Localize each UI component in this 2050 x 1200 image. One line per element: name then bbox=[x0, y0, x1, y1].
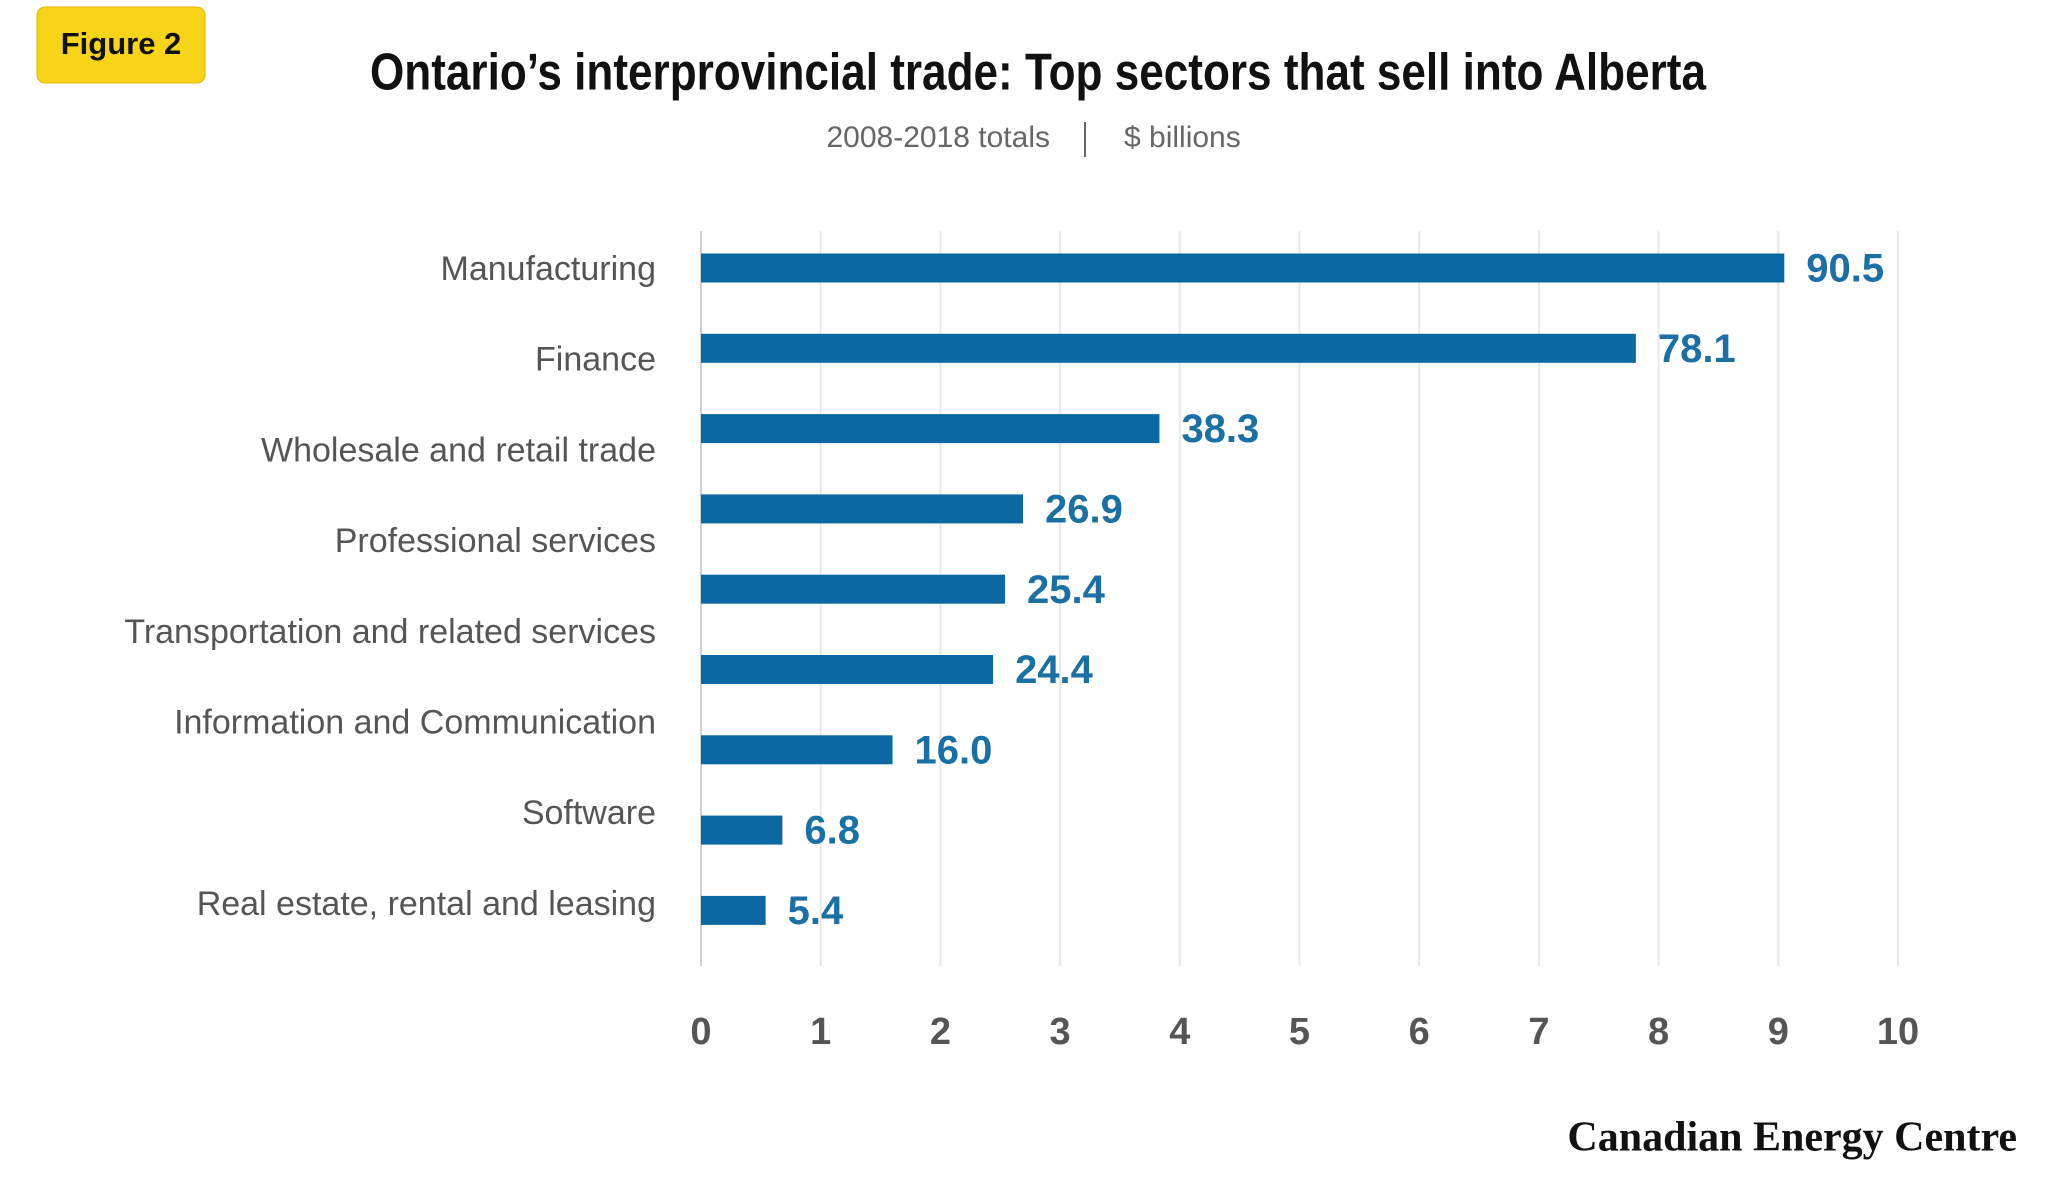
data-label: 90.5 bbox=[1806, 247, 1884, 291]
x-tick-label: 6 bbox=[1409, 1011, 1430, 1053]
bar bbox=[701, 655, 994, 684]
data-label: 38.3 bbox=[1181, 407, 1259, 451]
y-tick-label: Finance bbox=[535, 341, 656, 379]
badge-text: Figure 2 bbox=[61, 26, 182, 61]
data-label: 24.4 bbox=[1015, 648, 1094, 692]
bar bbox=[701, 735, 893, 765]
y-tick-label: Real estate, rental and leasing bbox=[197, 885, 656, 923]
chart-title: Ontario’s interprovincial trade: Top sec… bbox=[370, 44, 1707, 102]
data-label: 6.8 bbox=[804, 809, 860, 853]
x-tick-label: 1 bbox=[810, 1011, 831, 1053]
x-tick-label: 4 bbox=[1169, 1011, 1190, 1053]
bar bbox=[701, 895, 766, 925]
x-tick-label: 2 bbox=[930, 1011, 951, 1053]
x-tick-label: 7 bbox=[1528, 1011, 1549, 1053]
x-tick-label: 10 bbox=[1877, 1011, 1919, 1053]
x-tick-label: 0 bbox=[690, 1011, 711, 1053]
bar bbox=[701, 253, 1785, 283]
y-tick-label: Wholesale and retail trade bbox=[261, 431, 656, 469]
bar bbox=[701, 414, 1160, 444]
y-tick-label: Transportation and related services bbox=[124, 613, 656, 651]
badge bbox=[36, 6, 206, 84]
bar bbox=[701, 333, 1636, 363]
x-tick-label: 9 bbox=[1768, 1011, 1789, 1053]
bar bbox=[701, 574, 1006, 604]
chart-subtitle: 2008-2018 totals bbox=[826, 121, 1050, 154]
data-label: 16.0 bbox=[915, 728, 993, 772]
footer: Canadian Energy Centre bbox=[1567, 1115, 2017, 1161]
x-tick-label: 8 bbox=[1648, 1011, 1669, 1053]
data-label: 25.4 bbox=[1027, 568, 1106, 612]
bar bbox=[701, 815, 783, 845]
data-label: 5.4 bbox=[788, 889, 844, 933]
chart-subtitle: $ billions bbox=[1124, 121, 1241, 154]
bar bbox=[701, 494, 1023, 524]
y-tick-label: Manufacturing bbox=[441, 250, 656, 288]
data-label: 78.1 bbox=[1658, 327, 1736, 371]
y-tick-label: Professional services bbox=[335, 522, 656, 560]
x-tick-label: 3 bbox=[1050, 1011, 1071, 1053]
y-tick-label: Information and Communication bbox=[174, 703, 656, 741]
data-label: 26.9 bbox=[1045, 487, 1123, 531]
y-tick-label: Software bbox=[522, 794, 656, 832]
x-tick-label: 5 bbox=[1289, 1011, 1310, 1053]
